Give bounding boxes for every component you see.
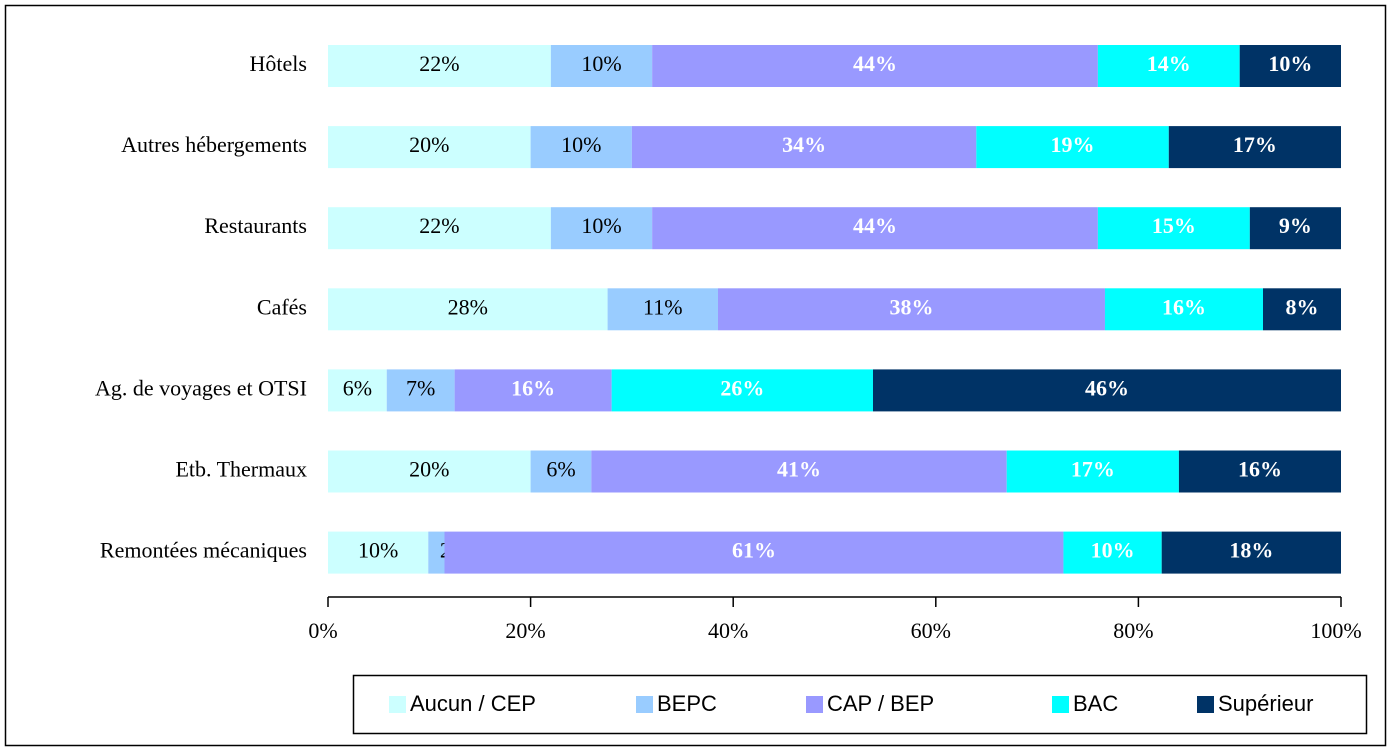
data-label: 16% bbox=[1162, 294, 1206, 319]
data-label: 44% bbox=[853, 51, 897, 76]
bar-segment bbox=[1097, 45, 1240, 87]
bar-segment bbox=[530, 450, 592, 493]
data-label: 10% bbox=[581, 213, 621, 238]
bar-segment bbox=[1006, 450, 1179, 493]
category-label: Ag. de voyages et OTSI bbox=[95, 375, 307, 400]
data-label: 20% bbox=[409, 457, 449, 482]
legend-label: Supérieur bbox=[1218, 691, 1313, 716]
data-label: 18% bbox=[1229, 538, 1273, 563]
data-label: 10% bbox=[561, 132, 601, 157]
bar-segment bbox=[718, 288, 1105, 331]
legend-swatch bbox=[636, 696, 653, 713]
bar-segment bbox=[444, 531, 1064, 574]
data-label: 10% bbox=[358, 538, 398, 563]
data-label: 17% bbox=[1233, 132, 1277, 157]
bar-segment bbox=[386, 369, 455, 412]
bar-segment bbox=[328, 531, 429, 574]
data-label: 28% bbox=[448, 294, 488, 319]
data-label: 41% bbox=[777, 457, 821, 482]
legend-swatch bbox=[806, 696, 823, 713]
data-label: 17% bbox=[1071, 457, 1115, 482]
data-label: 11% bbox=[643, 294, 683, 319]
bar-segment bbox=[328, 369, 387, 412]
data-label: 16% bbox=[1238, 457, 1282, 482]
data-label: 46% bbox=[1085, 375, 1129, 400]
category-label: Etb. Thermaux bbox=[175, 457, 307, 482]
bar-segment bbox=[1161, 531, 1341, 574]
bar-segment bbox=[591, 450, 1007, 493]
bar-segment bbox=[454, 369, 612, 412]
bar-segment bbox=[550, 207, 653, 250]
legend-label: Aucun / CEP bbox=[410, 691, 536, 716]
bar-segment bbox=[1063, 531, 1162, 574]
data-label: 34% bbox=[782, 132, 826, 157]
bar-segment bbox=[328, 45, 551, 87]
data-label: 7% bbox=[406, 375, 435, 400]
x-tick-label: 40% bbox=[708, 618, 748, 643]
legend-swatch bbox=[389, 696, 406, 713]
bar-segment bbox=[1168, 126, 1341, 169]
x-tick-label: 20% bbox=[505, 618, 545, 643]
data-label: 10% bbox=[1091, 538, 1135, 563]
bar-segment bbox=[872, 369, 1341, 412]
bar-segment bbox=[652, 45, 1098, 87]
bar-segment bbox=[328, 126, 531, 169]
data-label: 10% bbox=[581, 51, 621, 76]
chart-frame bbox=[4, 4, 1387, 747]
legend-label: BAC bbox=[1073, 691, 1118, 716]
legend-label: BEPC bbox=[657, 691, 717, 716]
bar-segment bbox=[1239, 45, 1341, 87]
legend-swatch bbox=[1052, 696, 1069, 713]
bar-segment bbox=[1262, 288, 1341, 331]
legend-label: CAP / BEP bbox=[827, 691, 934, 716]
data-label: 6% bbox=[343, 375, 372, 400]
data-label: 6% bbox=[546, 457, 575, 482]
bar-segment bbox=[1249, 207, 1341, 250]
x-tick-label: 0% bbox=[308, 618, 337, 643]
bar-segment bbox=[328, 288, 608, 331]
bar-segment bbox=[328, 450, 531, 493]
category-label: Hôtels bbox=[250, 51, 307, 76]
data-label: 61% bbox=[732, 538, 776, 563]
data-label: 8% bbox=[1285, 294, 1318, 319]
x-tick-label: 80% bbox=[1113, 618, 1153, 643]
bar-segment bbox=[607, 288, 719, 331]
category-label: Restaurants bbox=[204, 213, 307, 238]
data-label: 38% bbox=[889, 294, 933, 319]
data-label: 20% bbox=[409, 132, 449, 157]
bar-segment bbox=[631, 126, 977, 169]
data-label: 22% bbox=[419, 213, 459, 238]
data-label: 10% bbox=[1268, 51, 1312, 76]
bar-segment bbox=[428, 531, 445, 574]
data-label: 14% bbox=[1147, 51, 1191, 76]
data-label: 19% bbox=[1051, 132, 1095, 157]
bar-segment bbox=[611, 369, 873, 412]
category-label: Autres hébergements bbox=[121, 132, 307, 157]
data-label: 9% bbox=[1279, 213, 1312, 238]
data-label: 16% bbox=[511, 375, 555, 400]
bar-segment bbox=[328, 207, 551, 250]
x-tick-label: 60% bbox=[911, 618, 951, 643]
category-label: Cafés bbox=[257, 294, 307, 319]
data-label: 15% bbox=[1152, 213, 1196, 238]
data-label: 44% bbox=[853, 213, 897, 238]
bar-segment bbox=[530, 126, 632, 169]
bar-segment bbox=[1097, 207, 1250, 250]
x-tick-label: 100% bbox=[1310, 618, 1361, 643]
bar-segment bbox=[652, 207, 1098, 250]
bar-segment bbox=[1178, 450, 1341, 493]
data-label: 26% bbox=[720, 375, 764, 400]
data-label: 22% bbox=[419, 51, 459, 76]
category-label: Remontées mécaniques bbox=[100, 538, 307, 563]
bar-segment bbox=[1104, 288, 1263, 331]
legend-swatch bbox=[1197, 696, 1214, 713]
bar-segment bbox=[976, 126, 1169, 169]
bar-segment bbox=[550, 45, 653, 87]
